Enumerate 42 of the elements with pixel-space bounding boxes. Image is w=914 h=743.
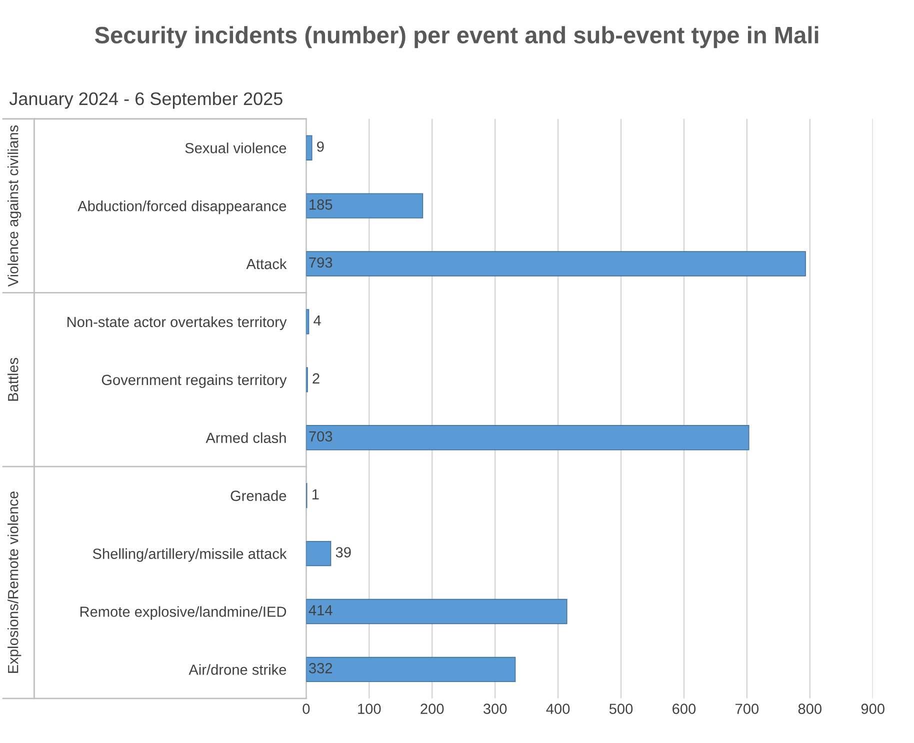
data-label: 4 <box>314 315 321 326</box>
x-tick-label: 400 <box>546 704 570 714</box>
x-tick-label: 500 <box>609 704 633 714</box>
x-tick-label: 800 <box>798 704 822 714</box>
bar <box>306 251 806 276</box>
data-label: 39 <box>336 547 351 558</box>
bar <box>306 193 424 218</box>
y-tick-label: Grenade <box>230 490 286 502</box>
bar <box>306 656 516 682</box>
bar <box>306 598 568 624</box>
text: Violence against civilians <box>8 125 22 287</box>
y-tick-label: Attack <box>246 258 287 270</box>
data-label: 2 <box>312 373 320 384</box>
bar <box>306 135 312 160</box>
y-tick-label: Sexual violence <box>185 142 286 154</box>
x-tick-label: 300 <box>483 704 507 714</box>
x-tick-label: 600 <box>672 704 696 714</box>
y-tick-label: Armed clash <box>206 432 286 444</box>
text: January 2024 - 6 September 2025 <box>9 92 282 109</box>
y-tick-label: Shelling/artillery/missile attack <box>92 548 287 562</box>
x-tick-label: 200 <box>420 704 444 714</box>
data-label: 1 <box>312 489 319 500</box>
bar <box>306 425 750 450</box>
x-tick-label: 700 <box>736 704 759 714</box>
data-label: 185 <box>310 199 332 210</box>
chart-title: Security incidents (number) per event and sub-event type in Mali <box>94 26 818 48</box>
bar <box>306 540 332 566</box>
x-tick-label: 900 <box>861 704 884 714</box>
data-label: 793 <box>309 257 332 268</box>
data-label: 9 <box>317 141 324 152</box>
data-label: 703 <box>309 431 332 442</box>
x-tick-label: 0 <box>302 704 310 714</box>
y-tick-label: Abduction/forced disappearance <box>78 200 286 214</box>
text: Battles <box>8 358 18 401</box>
y-tick-label: Air/drone strike <box>188 664 286 675</box>
y-tick-label: Government regains territory <box>102 374 287 388</box>
text: Explosions/Remote violence <box>8 492 22 673</box>
data-label: 414 <box>308 605 332 616</box>
x-tick-label: 100 <box>358 704 381 714</box>
data-label: 332 <box>309 663 332 674</box>
y-tick-label: Non-state actor overtakes territory <box>68 316 287 330</box>
y-tick-label: Remote explosive/landmine/IED <box>80 606 286 620</box>
